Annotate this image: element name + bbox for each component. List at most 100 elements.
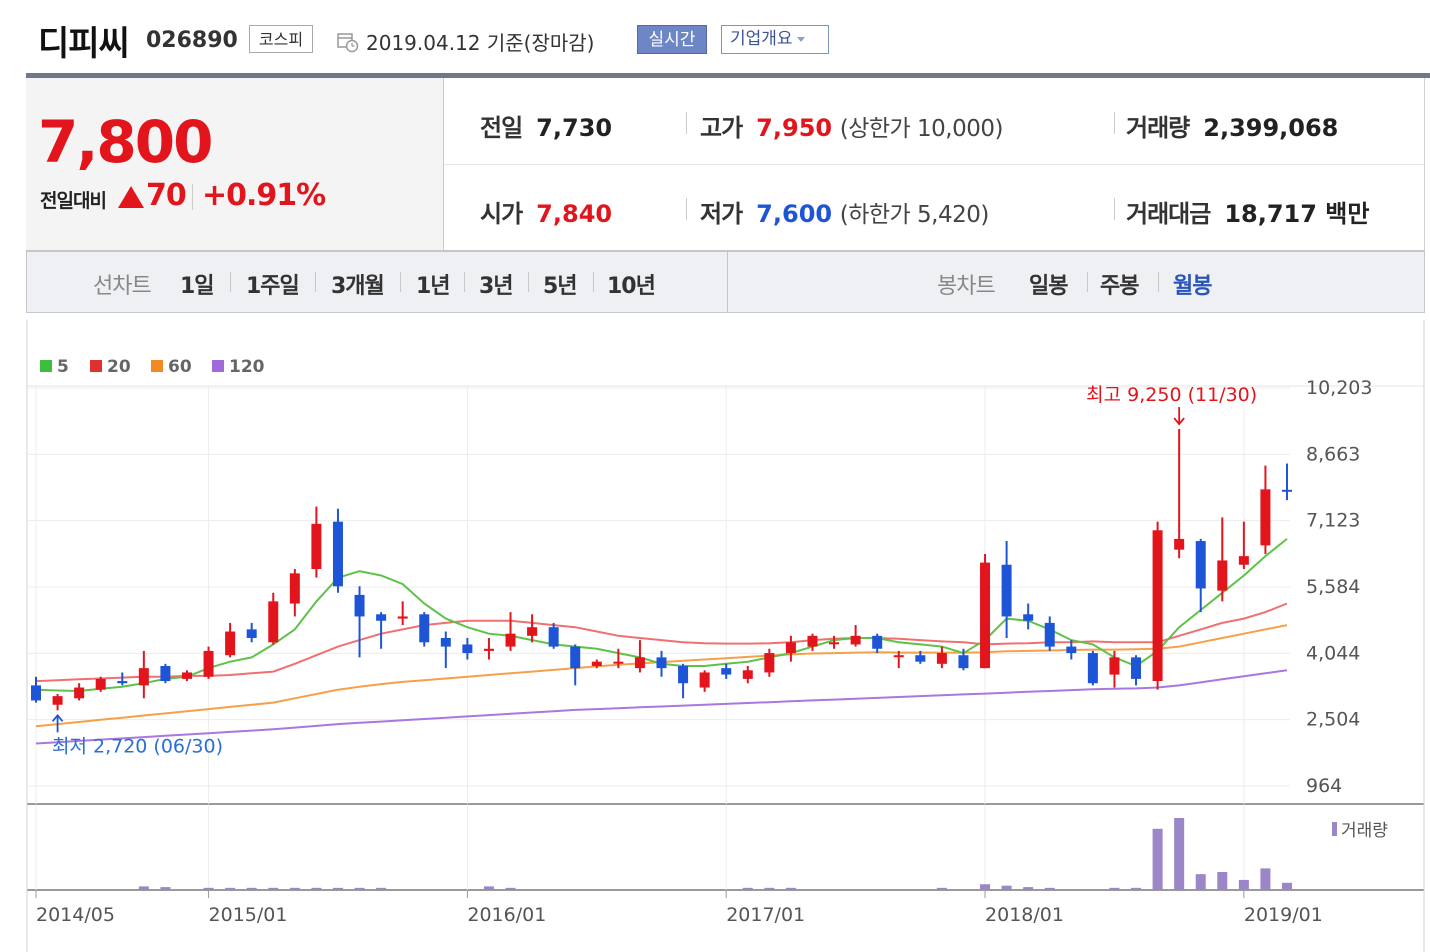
candle-body: [634, 657, 645, 669]
candle-body: [1260, 489, 1271, 546]
candle-body: [570, 646, 581, 669]
candle-body: [462, 644, 473, 654]
candle-body: [850, 635, 861, 645]
divider: [593, 272, 594, 292]
volume-bar: [376, 887, 387, 890]
legend-swatch: [90, 360, 102, 372]
x-tick-label: 2014/05: [36, 904, 115, 926]
volume-bar: [1023, 887, 1034, 890]
high-arrow-head: [1173, 417, 1185, 426]
current-price-box: 7,800 전일대비 70 +0.91%: [26, 78, 444, 250]
volume-bar: [138, 886, 149, 890]
candle-body: [505, 633, 516, 647]
tab-line-10y[interactable]: 10년: [607, 274, 656, 299]
tab-line-1w[interactable]: 1주일: [246, 274, 300, 299]
candle-body: [1066, 646, 1077, 654]
y-tick-label: 10,203: [1306, 377, 1372, 399]
candle-body: [160, 665, 171, 682]
candle-body: [656, 657, 667, 669]
candle-body: [1087, 653, 1098, 684]
candle-body: [807, 635, 818, 647]
candle-body: [332, 521, 343, 587]
tab-candle-monthly[interactable]: 월봉: [1173, 274, 1212, 299]
divider: [1158, 272, 1159, 292]
realtime-button[interactable]: 실시간: [637, 25, 707, 54]
company-info-dropdown[interactable]: 기업개요: [721, 25, 829, 54]
divider: [400, 272, 401, 292]
volume-bar: [1131, 887, 1142, 890]
x-axis: 2014/05 2015/01 2016/01 2017/01 2018/01 2019/…: [35, 890, 1323, 926]
volume-bar: [785, 887, 796, 890]
tab-line-1d[interactable]: 1일: [180, 274, 215, 299]
tab-line-1y[interactable]: 1년: [416, 274, 451, 299]
candle-body: [1001, 564, 1012, 617]
tab-candle-weekly[interactable]: 주봉: [1100, 274, 1139, 299]
candle-body: [893, 655, 904, 658]
volume-bar: [936, 887, 947, 890]
divider: [528, 272, 529, 292]
y-tick-label: 2,504: [1306, 709, 1360, 731]
volume-legend-swatch: [1332, 822, 1337, 836]
candle-body: [181, 672, 192, 679]
candle-body: [785, 642, 796, 654]
candle-body: [95, 678, 106, 690]
volume-bar: [742, 887, 753, 890]
price-summary: 7,800 전일대비 70 +0.91% 전일 7,730 고가 7,950 (상한…: [26, 78, 1425, 251]
candle-body: [440, 637, 451, 647]
row-divider: [444, 164, 1424, 165]
candle-body: [1131, 657, 1142, 679]
candle-body: [1044, 622, 1055, 647]
candle-body: [1238, 556, 1249, 565]
volume-bar: [483, 886, 494, 890]
candle-body: [915, 655, 926, 662]
candlestick-series: [31, 429, 1292, 711]
legend-label: 20: [107, 357, 131, 377]
candle-body: [117, 681, 128, 684]
tab-line-5y[interactable]: 5년: [543, 274, 578, 299]
candle-body: [1282, 489, 1292, 492]
header-divider: [26, 73, 1430, 78]
candle-body: [980, 562, 991, 669]
tab-line-3y[interactable]: 3년: [479, 274, 514, 299]
moving-average-lines: [35, 538, 1288, 745]
divider: [686, 112, 687, 134]
change-value: 70: [146, 178, 187, 213]
x-tick-label: 2019/01: [1244, 904, 1323, 926]
stock-chart[interactable]: 5 20 60 120 10,203 8,663 7,123 5,584 4,044 2,504…: [0, 320, 1430, 952]
x-tick-label: 2018/01: [985, 904, 1064, 926]
high-price: 고가 7,950 (상한가 10,000): [700, 114, 1003, 142]
divider: [1087, 272, 1088, 292]
candle-body: [764, 653, 775, 673]
y-tick-label: 7,123: [1306, 510, 1360, 532]
candle-body: [1217, 560, 1228, 591]
tab-candle-daily[interactable]: 일봉: [1029, 274, 1068, 299]
volume-bar: [332, 887, 343, 890]
company-info-label: 기업개요: [730, 29, 793, 49]
chart-grid: [26, 320, 1425, 952]
y-tick-label: 964: [1306, 775, 1342, 797]
volume-bar: [203, 887, 214, 890]
candle-body: [958, 655, 969, 669]
tab-line-3m[interactable]: 3개월: [331, 274, 385, 299]
candle-body: [52, 696, 63, 705]
candle-body: [1195, 541, 1206, 589]
candle-body: [354, 594, 365, 617]
legend-label: 60: [168, 357, 192, 377]
volume-bar: [268, 887, 279, 890]
candle-body: [1174, 538, 1185, 550]
volume-bar: [1260, 868, 1271, 890]
volume-bar: [1195, 874, 1206, 890]
low-annotation: 최저 2,720 (06/30): [52, 735, 223, 757]
open-price: 시가 7,840: [480, 200, 613, 228]
x-tick-label: 2015/01: [209, 904, 288, 926]
candle-body: [397, 616, 408, 619]
low-arrow-head: [51, 713, 64, 722]
y-tick-label: 8,663: [1306, 443, 1360, 465]
volume-bar: [764, 887, 775, 890]
candle-body: [1023, 614, 1034, 621]
company-name: 디피씨: [38, 24, 130, 64]
chart-annotations: 최고 9,250 (11/30) 최저 2,720 (06/30): [51, 384, 1257, 757]
base-date: 2019.04.12 기준(장마감): [366, 31, 595, 55]
volume-bar: [505, 887, 516, 890]
volume-bar: [1152, 828, 1163, 890]
